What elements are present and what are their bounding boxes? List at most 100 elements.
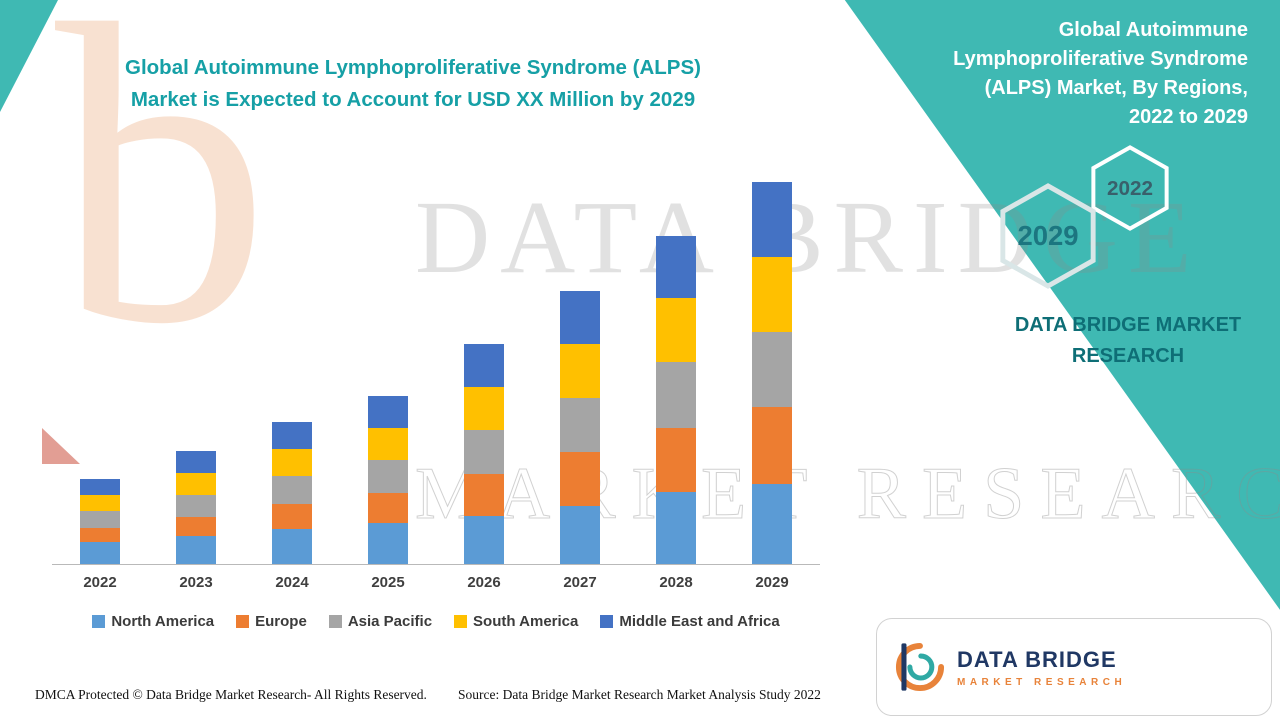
segment-asia-pacific-2028 (656, 362, 696, 428)
legend-label: Asia Pacific (347, 613, 433, 630)
segment-north-america-2023 (176, 536, 216, 564)
segment-europe-2024 (272, 504, 312, 529)
stacked-bar-2022 (80, 479, 120, 564)
chart-legend: North America Europe Asia Pacific South Ame… (52, 613, 820, 630)
legend-label: Europe (255, 613, 307, 630)
hexagon-2029-outline (1000, 183, 1096, 289)
segment-asia-pacific-2023 (176, 495, 216, 517)
segment-middle-east-and-africa-2028 (656, 236, 696, 298)
segment-north-america-2025 (368, 523, 408, 564)
footer-dmca-text: DMCA Protected © Data Bridge Market Rese… (35, 687, 427, 702)
legend-marker-icon (236, 615, 250, 628)
segment-asia-pacific-2024 (272, 476, 312, 504)
panel-title-line-4: 2022 to 2029 (1129, 106, 1248, 128)
segment-north-america-2024 (272, 529, 312, 564)
segment-middle-east-and-africa-2025 (368, 396, 408, 428)
legend-item-north-america: North America (92, 613, 214, 630)
segment-europe-2027 (560, 452, 600, 506)
segment-north-america-2022 (80, 542, 120, 564)
watermark-market-research-text: MARKET RESEARCH (414, 453, 1280, 536)
x-axis-label-2027: 2027 (563, 574, 597, 591)
segment-middle-east-and-africa-2023 (176, 451, 216, 473)
chart-title-line-2: Market is Expected to Account for USD XX… (130, 87, 696, 111)
plot-area (52, 165, 820, 565)
stacked-bar-2027 (560, 291, 600, 564)
dbmr-logo-icon (895, 642, 945, 692)
x-axis-label-2023: 2023 (179, 574, 213, 591)
panel-brand-text: DATA BRIDGE MARKET RESEARCH (990, 310, 1266, 372)
x-axis-label-2026: 2026 (467, 574, 501, 591)
x-axis-label-2029: 2029 (755, 574, 789, 591)
legend-marker-icon (600, 615, 614, 628)
segment-south-america-2023 (176, 473, 216, 495)
segment-europe-2029 (752, 407, 792, 484)
segment-middle-east-and-africa-2024 (272, 422, 312, 449)
segment-middle-east-and-africa-2027 (560, 291, 600, 344)
segment-north-america-2029 (752, 484, 792, 564)
segment-asia-pacific-2022 (80, 511, 120, 528)
dbmr-logo-text: DATA BRIDGE MARKET RESEARCH (957, 647, 1126, 688)
stacked-bar-2024 (272, 422, 312, 564)
stacked-bar-2029 (752, 182, 792, 564)
legend-label: South America (473, 613, 579, 630)
legend-label: Middle East and Africa (619, 613, 780, 630)
legend-marker-icon (92, 615, 106, 628)
legend-marker-icon (454, 615, 468, 628)
segment-south-america-2022 (80, 495, 120, 511)
segment-north-america-2026 (464, 516, 504, 564)
panel-title-line-1: Global Autoimmune (1058, 19, 1248, 41)
segment-middle-east-and-africa-2026 (464, 344, 504, 387)
panel-title-line-2: Lymphoproliferative Syndrome (953, 48, 1248, 70)
dbmr-logo-box: DATA BRIDGE MARKET RESEARCH (876, 618, 1272, 716)
segment-south-america-2029 (752, 257, 792, 332)
footer-source-text: Source: Data Bridge Market Research Mark… (458, 687, 821, 702)
segment-middle-east-and-africa-2029 (752, 182, 792, 257)
segment-south-america-2026 (464, 387, 504, 430)
segment-europe-2026 (464, 474, 504, 516)
legend-item-europe: Europe (236, 613, 307, 630)
segment-europe-2023 (176, 517, 216, 536)
legend-label: North America (111, 613, 215, 630)
legend-item-south-america: South America (454, 613, 578, 630)
segment-asia-pacific-2025 (368, 460, 408, 493)
segment-asia-pacific-2027 (560, 398, 600, 452)
segment-south-america-2028 (656, 298, 696, 362)
legend-item-middle-east-and-africa: Middle East and Africa (600, 613, 780, 630)
stacked-bar-2023 (176, 451, 216, 564)
hexagon-2022: 2022 (1091, 145, 1169, 231)
segment-europe-2028 (656, 428, 696, 492)
legend-marker-icon (328, 615, 342, 628)
stacked-bar-2026 (464, 344, 504, 564)
stacked-bar-2025 (368, 396, 408, 564)
chart-title-line-1: Global Autoimmune Lymphoproliferative Sy… (125, 56, 701, 79)
x-axis-label-2025: 2025 (371, 574, 405, 591)
chart-title: Global Autoimmune Lymphoproliferative Sy… (55, 52, 771, 116)
x-axis-label-2024: 2024 (275, 574, 309, 591)
segment-north-america-2028 (656, 492, 696, 564)
segment-asia-pacific-2029 (752, 332, 792, 407)
stacked-bar-2028 (656, 236, 696, 564)
segment-europe-2022 (80, 528, 120, 542)
hexagon-2029: 2029 (1000, 183, 1096, 289)
segment-europe-2025 (368, 493, 408, 523)
panel-title-line-3: (ALPS) Market, By Regions, (984, 77, 1248, 99)
segment-north-america-2027 (560, 506, 600, 564)
panel-title: Global Autoimmune Lymphoproliferative Sy… (878, 16, 1248, 132)
dbmr-logo-subtitle: MARKET RESEARCH (957, 676, 1127, 688)
x-axis: 2022 2023 2024 2025 2026 2027 2028 2029 (52, 574, 820, 591)
x-axis-label-2022: 2022 (83, 574, 117, 591)
hexagon-2029-label: 2029 (1017, 220, 1078, 251)
segment-asia-pacific-2026 (464, 430, 504, 474)
stacked-bar-chart: 2022 2023 2024 2025 2026 2027 2028 2029 North A… (52, 165, 820, 630)
segment-south-america-2025 (368, 428, 408, 460)
x-axis-label-2028: 2028 (659, 574, 693, 591)
legend-item-asia-pacific: Asia Pacific (328, 613, 433, 630)
panel-brand-line-2: RESEARCH (1071, 345, 1185, 367)
corner-accent-triangle (0, 0, 58, 112)
hexagon-2022-label: 2022 (1107, 177, 1153, 200)
segment-south-america-2024 (272, 449, 312, 476)
watermark-b-logo: b (55, 0, 270, 413)
dbmr-logo-name: DATA BRIDGE (957, 646, 1117, 672)
segment-middle-east-and-africa-2022 (80, 479, 120, 495)
